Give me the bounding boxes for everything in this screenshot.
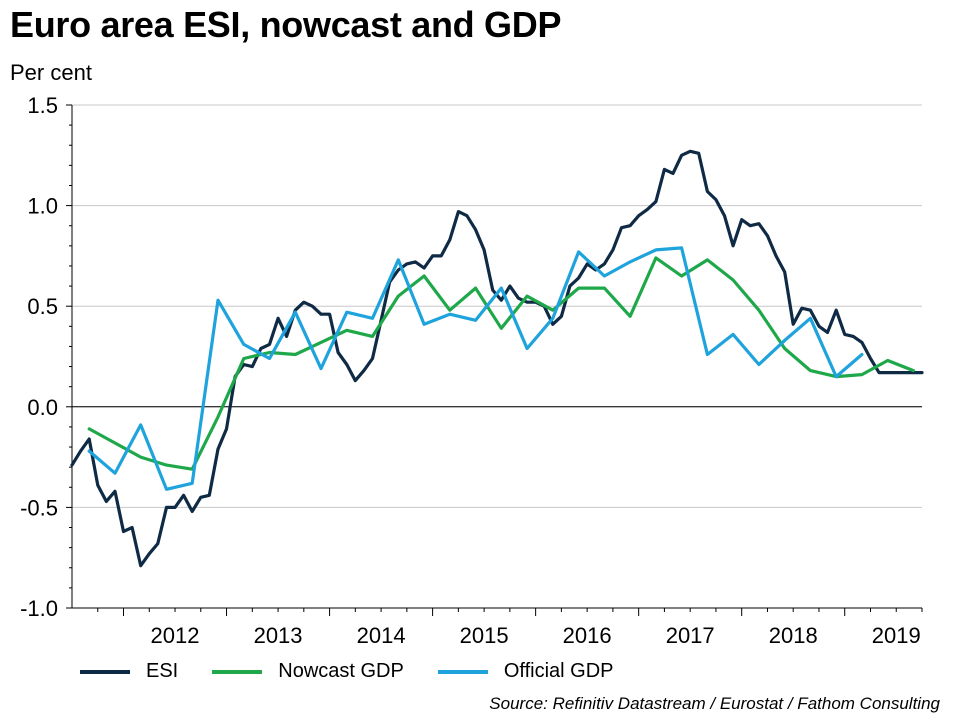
chart-title: Euro area ESI, nowcast and GDP (10, 4, 562, 45)
legend-swatch-nowcast-gdp (212, 669, 263, 674)
y-tick-label: 0.5 (27, 294, 58, 319)
x-tick-label: 2016 (563, 623, 612, 648)
y-tick-label: 0.0 (27, 395, 58, 420)
series-line-official-gdp (87, 246, 864, 491)
x-tick-label: 2014 (357, 623, 406, 648)
tick-labels: -1.0 -0.5 0.0 0.5 1.0 1.5 2012 2013 2014 2015 2016… (20, 93, 921, 648)
legend: ESI Nowcast GDP Official GDP (80, 660, 648, 683)
legend-item-official-gdp: Official GDP (437, 660, 614, 683)
x-tick-label: 2015 (460, 623, 509, 648)
legend-label-nowcast-gdp: Nowcast GDP (278, 660, 404, 682)
y-tick-label: -0.5 (20, 495, 58, 520)
series-lines (70, 149, 924, 568)
series-line-nowcast-gdp (87, 256, 915, 471)
legend-swatch-official-gdp (437, 669, 488, 674)
y-axis-unit-label: Per cent (10, 60, 92, 85)
axes (66, 104, 923, 616)
y-tick-label: 1.0 (27, 194, 58, 219)
legend-label-official-gdp: Official GDP (503, 660, 614, 682)
legend-item-nowcast-gdp: Nowcast GDP (212, 660, 404, 683)
x-tick-label: 2017 (666, 623, 715, 648)
x-tick-label: 2018 (769, 623, 818, 648)
y-tick-label: -1.0 (20, 596, 58, 621)
legend-label-esi: ESI (146, 660, 179, 682)
x-tick-label: 2019 (872, 623, 921, 648)
x-tick-label: 2013 (254, 623, 303, 648)
y-tick-label: 1.5 (27, 93, 58, 118)
legend-item-esi: ESI (80, 660, 178, 683)
x-tick-label: 2012 (151, 623, 200, 648)
source-note: Source: Refinitiv Datastream / Eurostat … (489, 694, 940, 713)
legend-swatch-esi (80, 669, 130, 674)
